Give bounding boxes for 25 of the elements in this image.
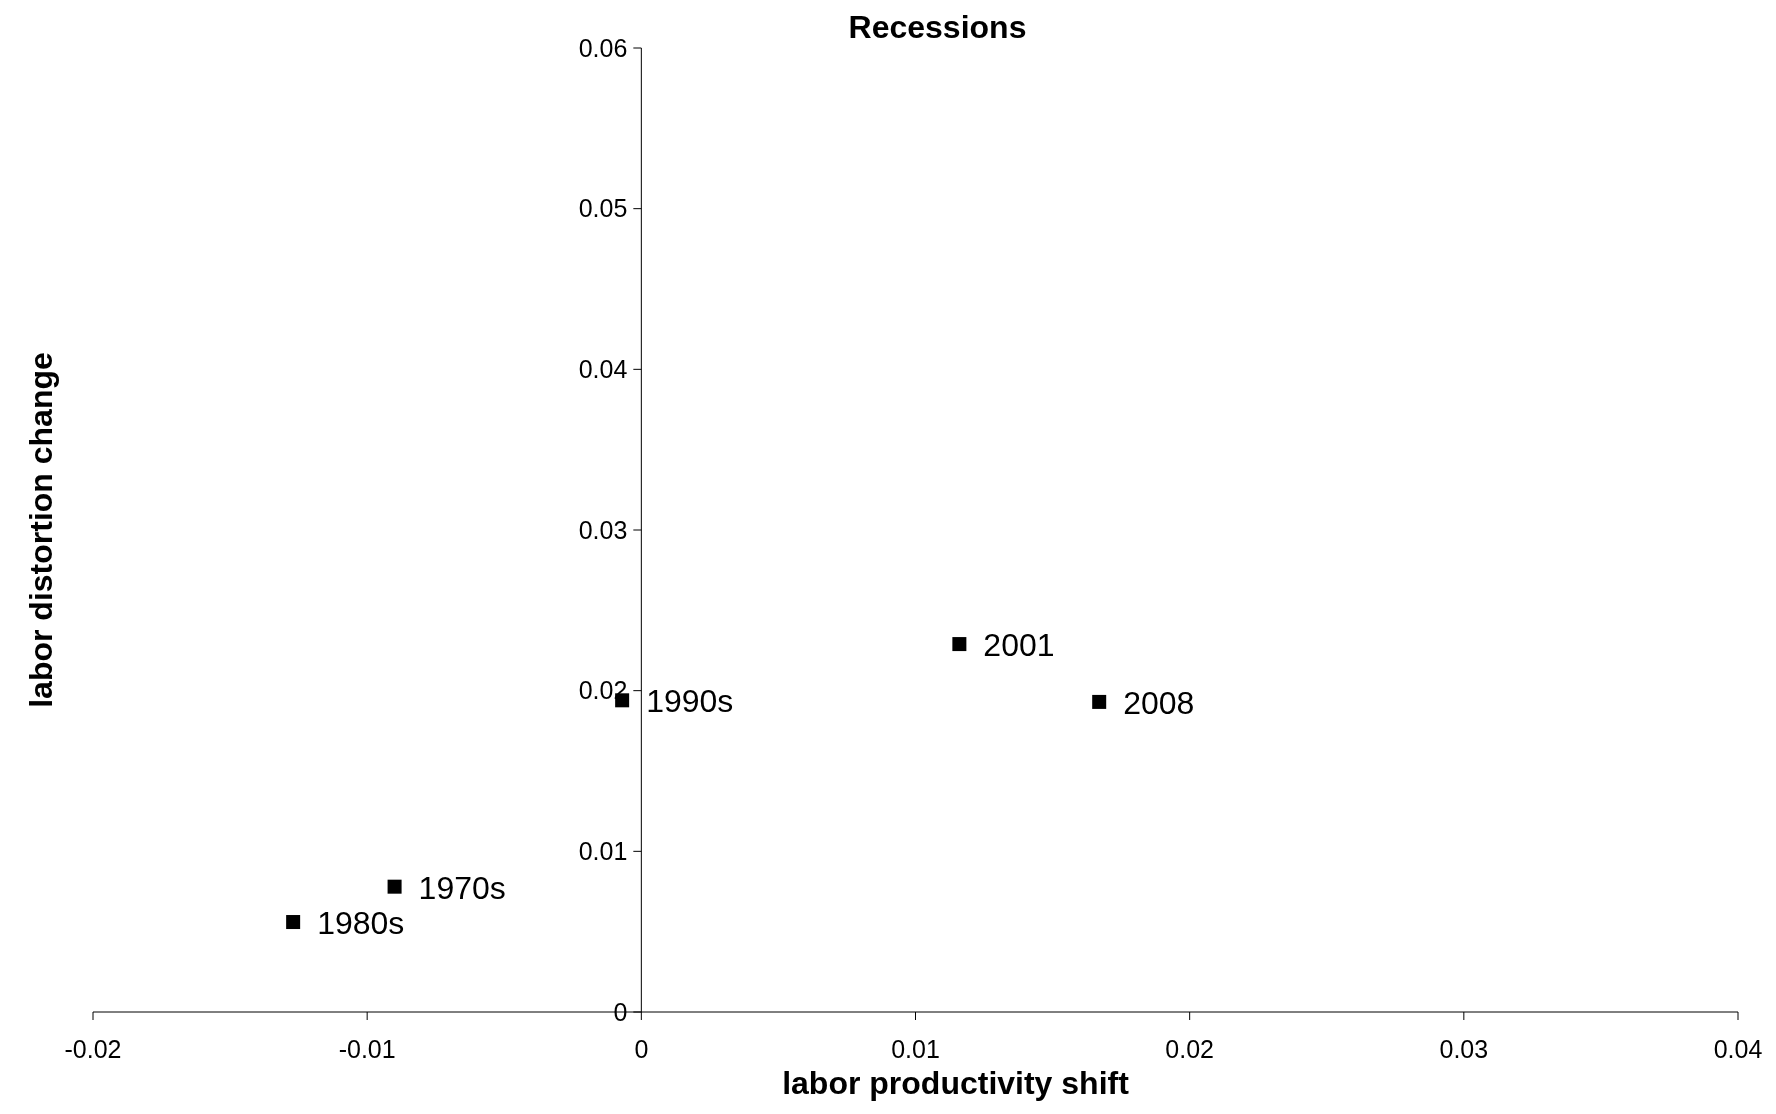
y-axis-title: labor distortion change <box>23 352 59 708</box>
x-tick-label: -0.01 <box>338 1035 396 1063</box>
annotation: 2008 <box>1123 685 1195 722</box>
x-tick-label: 0 <box>634 1035 649 1063</box>
point <box>952 637 967 652</box>
chart-title: Recessions <box>848 9 1027 45</box>
y-tick-label: 0 <box>613 997 628 1026</box>
y-tick-label: 0.03 <box>578 515 628 544</box>
y-tick-label: 0.06 <box>578 33 628 62</box>
annotation: 1980s <box>317 905 405 942</box>
x-tick-label: 0.02 <box>1165 1035 1214 1063</box>
y-tick-label: 0.01 <box>578 837 628 866</box>
point <box>1092 694 1107 709</box>
y-tick-label: 0.04 <box>578 355 628 384</box>
y-tick-label: 0.05 <box>578 194 628 223</box>
point <box>286 915 301 930</box>
x-axis-title: labor productivity shift <box>782 1065 1130 1101</box>
point <box>387 879 402 894</box>
x-tick-label: 0.03 <box>1439 1035 1489 1063</box>
x-tick-label: 0.04 <box>1713 1035 1763 1063</box>
annotation: 1990s <box>646 683 734 720</box>
annotation: 2001 <box>983 627 1055 664</box>
x-tick-label: -0.02 <box>64 1035 122 1063</box>
x-tick-label: 0.01 <box>891 1035 940 1063</box>
annotation: 1970s <box>418 869 506 906</box>
